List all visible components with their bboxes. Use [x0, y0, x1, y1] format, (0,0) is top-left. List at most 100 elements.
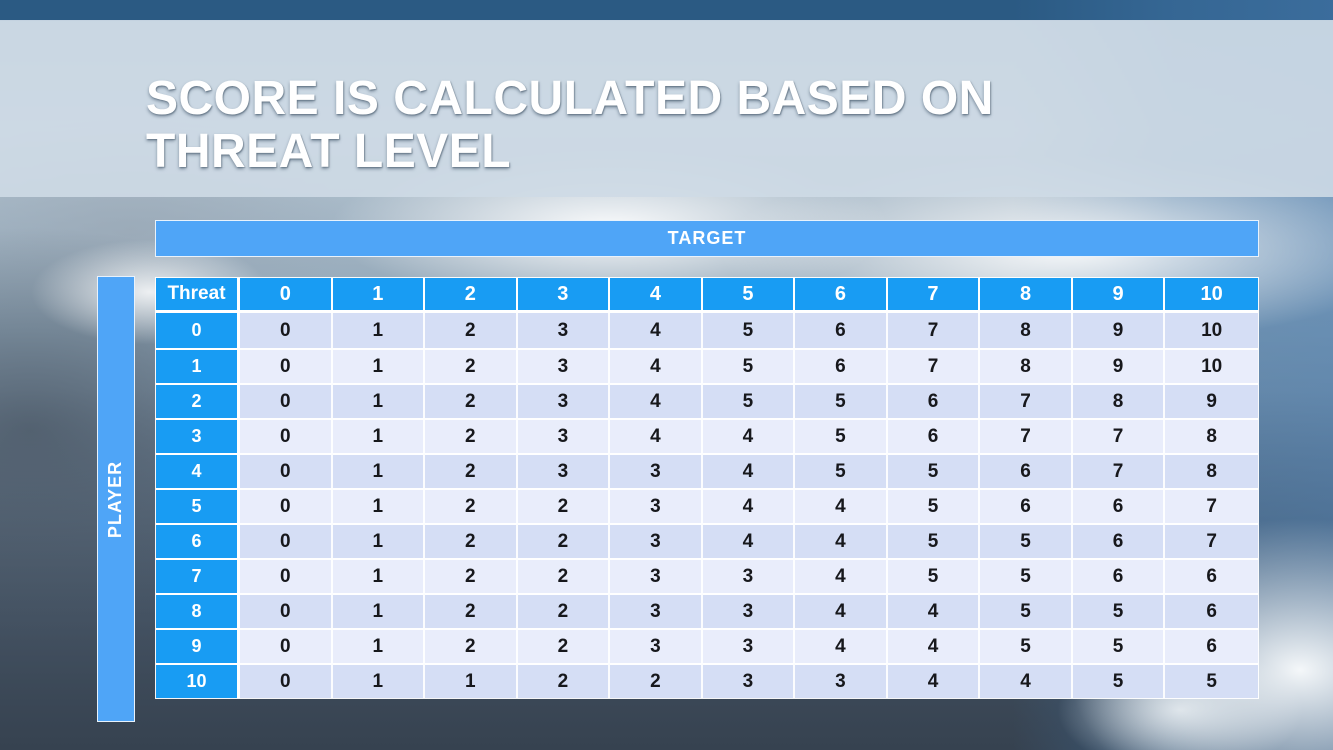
score-cell: 6 — [1165, 558, 1258, 593]
row-header-7: 7 — [156, 558, 240, 593]
score-cell: 6 — [795, 313, 888, 348]
target-axis-label: TARGET — [155, 220, 1259, 257]
score-cell: 2 — [425, 488, 518, 523]
score-cell: 2 — [425, 593, 518, 628]
score-cell: 5 — [980, 593, 1073, 628]
score-cell: 10 — [1165, 313, 1258, 348]
column-header-7: 7 — [887, 278, 981, 313]
score-cell: 4 — [795, 593, 888, 628]
score-cell: 2 — [425, 348, 518, 383]
column-header-1: 1 — [332, 278, 426, 313]
score-cell: 4 — [702, 453, 796, 488]
table-row: 1 0 1 2 3 4 5 6 7 8 9 10 — [156, 348, 1258, 383]
score-cell: 4 — [610, 313, 703, 348]
slide-title-line-1: SCORE IS CALCULATED BASED ON — [146, 72, 994, 125]
score-cell: 4 — [980, 663, 1073, 698]
score-cell: 0 — [240, 558, 333, 593]
score-cell: 6 — [887, 383, 981, 418]
score-cell: 0 — [240, 313, 333, 348]
score-cell: 1 — [332, 523, 426, 558]
score-cell: 6 — [795, 348, 888, 383]
score-cell: 4 — [610, 348, 703, 383]
score-cell: 5 — [1072, 663, 1166, 698]
page-title: SCORE IS CALCULATED BASED ON THREAT LEVE… — [146, 72, 994, 178]
score-cell: 7 — [980, 418, 1073, 453]
column-header-3: 3 — [517, 278, 611, 313]
score-cell: 0 — [240, 593, 333, 628]
score-cell: 1 — [332, 348, 426, 383]
column-header-8: 8 — [980, 278, 1073, 313]
score-cell: 1 — [332, 593, 426, 628]
score-cell: 4 — [887, 663, 981, 698]
row-header-9: 9 — [156, 628, 240, 663]
table-row: 0 0 1 2 3 4 5 6 7 8 9 10 — [156, 313, 1258, 348]
score-cell: 5 — [795, 383, 888, 418]
score-cell: 4 — [887, 628, 981, 663]
score-cell: 3 — [610, 558, 703, 593]
score-cell: 2 — [425, 628, 518, 663]
score-cell: 7 — [887, 348, 981, 383]
score-cell: 8 — [980, 348, 1073, 383]
score-cell: 3 — [517, 383, 611, 418]
score-cell: 6 — [887, 418, 981, 453]
score-cell: 1 — [332, 663, 426, 698]
score-cell: 9 — [1072, 313, 1166, 348]
score-cell: 2 — [517, 488, 611, 523]
score-cell: 8 — [1165, 453, 1258, 488]
score-cell: 10 — [1165, 348, 1258, 383]
score-cell: 3 — [517, 418, 611, 453]
score-cell: 1 — [332, 453, 426, 488]
column-header-2: 2 — [425, 278, 518, 313]
matrix-body: 0 0 1 2 3 4 5 6 7 8 9 10 1 0 1 2 3 4 5 6 7 8 9 10 2 0 1 2 3 4 5 5 6 7 8 9 3 0… — [156, 313, 1258, 698]
column-header-9: 9 — [1072, 278, 1166, 313]
score-cell: 9 — [1072, 348, 1166, 383]
row-header-0: 0 — [156, 313, 240, 348]
score-cell: 4 — [795, 628, 888, 663]
score-cell: 3 — [610, 488, 703, 523]
score-cell: 1 — [332, 488, 426, 523]
column-header-5: 5 — [702, 278, 796, 313]
corner-header-threat: Threat — [156, 278, 240, 313]
score-cell: 5 — [795, 418, 888, 453]
score-cell: 4 — [702, 488, 796, 523]
row-header-8: 8 — [156, 593, 240, 628]
score-cell: 5 — [1165, 663, 1258, 698]
score-cell: 5 — [1072, 628, 1166, 663]
score-cell: 2 — [517, 558, 611, 593]
row-header-1: 1 — [156, 348, 240, 383]
score-cell: 1 — [332, 628, 426, 663]
score-cell: 1 — [332, 383, 426, 418]
score-cell: 7 — [1165, 488, 1258, 523]
score-cell: 5 — [887, 453, 981, 488]
score-cell: 4 — [702, 523, 796, 558]
score-cell: 5 — [702, 383, 796, 418]
score-cell: 3 — [702, 558, 796, 593]
score-cell: 2 — [425, 523, 518, 558]
score-cell: 3 — [610, 453, 703, 488]
score-cell: 5 — [980, 628, 1073, 663]
score-cell: 2 — [425, 383, 518, 418]
score-cell: 8 — [980, 313, 1073, 348]
score-cell: 2 — [517, 523, 611, 558]
column-header-0: 0 — [240, 278, 333, 313]
column-header-4: 4 — [610, 278, 703, 313]
score-cell: 0 — [240, 628, 333, 663]
score-cell: 4 — [702, 418, 796, 453]
score-cell: 3 — [517, 348, 611, 383]
score-cell: 8 — [1165, 418, 1258, 453]
score-cell: 1 — [332, 418, 426, 453]
row-header-2: 2 — [156, 383, 240, 418]
score-cell: 4 — [795, 523, 888, 558]
score-cell: 9 — [1165, 383, 1258, 418]
score-cell: 3 — [702, 628, 796, 663]
score-cell: 5 — [980, 523, 1073, 558]
score-matrix-table: Threat 0 1 2 3 4 5 6 7 8 9 10 0 0 1 2 3 4 5 6 7 8 9 10 1 0 1 2 3 4 5 6… — [155, 277, 1259, 699]
score-cell: 0 — [240, 523, 333, 558]
row-header-4: 4 — [156, 453, 240, 488]
column-header-10: 10 — [1165, 278, 1258, 313]
